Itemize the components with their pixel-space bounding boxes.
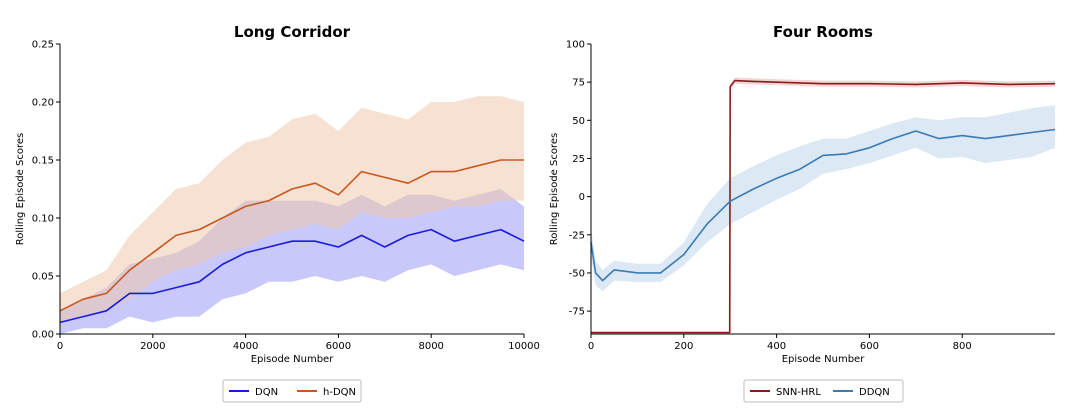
x-tick-label: 2000 [140, 341, 165, 352]
y-tick-label: -75 [569, 307, 585, 318]
x-tick-label: 0 [588, 341, 594, 352]
line-snn-hrl [591, 79, 1056, 334]
legend-label-ddqn: DDQN [859, 387, 890, 398]
x-tick-label: 0 [57, 341, 63, 352]
y-tick-label: 0.00 [32, 330, 54, 341]
y-tick-label: -50 [569, 268, 585, 279]
x-ticks: 0 2000 4000 6000 8000 10000 [57, 334, 540, 352]
legend-label-snn-hrl: SNN-HRL [776, 387, 821, 398]
legend-label-h-dqn: h-DQN [323, 387, 356, 398]
y-tick-label: 0.10 [32, 214, 54, 225]
legend-box [222, 379, 362, 403]
x-tick-label: 10000 [508, 341, 540, 352]
y-axis-label: Rolling Episode Scores [15, 133, 26, 246]
band-snn-hrl [591, 77, 1055, 333]
y-tick-label: 0.25 [32, 40, 54, 51]
x-tick-label: 800 [953, 341, 972, 352]
y-tick-label: 25 [572, 154, 585, 165]
confidence-bands [60, 96, 524, 334]
x-tick-label: 400 [767, 341, 786, 352]
line-h-dqn [59, 159, 524, 312]
series-lines [590, 79, 1056, 334]
y-ticks: 0.00 0.05 0.10 0.15 0.20 0.25 [32, 40, 60, 341]
line-dqn [59, 228, 525, 324]
y-tick-label: 50 [572, 116, 585, 127]
y-tick-label: 0.15 [32, 156, 54, 167]
y-axis-label: Rolling Episode Scores [549, 133, 560, 246]
x-tick-label: 6000 [326, 341, 351, 352]
legend-label-dqn: DQN [255, 387, 278, 398]
y-tick-label: 0.20 [32, 98, 54, 109]
series-lines [59, 159, 525, 324]
x-tick-label: 200 [674, 341, 693, 352]
y-tick-label: 0 [579, 192, 585, 203]
x-tick-label: 8000 [418, 341, 443, 352]
y-tick-label: 100 [566, 40, 585, 51]
legend: DQN h-DQN [222, 379, 362, 403]
x-axis-label: Episode Number [782, 354, 866, 365]
y-ticks: -75 -50 -25 0 25 50 75 100 [566, 40, 591, 318]
line-ddqn [590, 128, 1056, 282]
y-tick-label: -25 [569, 230, 585, 241]
chart-title: Four Rooms [773, 23, 873, 41]
x-tick-label: 600 [860, 341, 879, 352]
legend: SNN-HRL DDQN [743, 379, 904, 403]
x-tick-label: 4000 [233, 341, 258, 352]
legend-box [743, 379, 904, 403]
x-ticks: 0 200 400 600 800 [588, 334, 972, 352]
x-axis-label: Episode Number [251, 354, 335, 365]
band-dqn [60, 189, 524, 334]
band-ddqn [591, 105, 1055, 292]
band-h-dqn [60, 96, 524, 323]
confidence-bands [591, 77, 1055, 333]
chart-four-rooms: Four Rooms 0 200 400 600 800 -75 -50 -25 0 25 50 7… [549, 23, 1056, 403]
y-tick-label: 0.05 [32, 272, 54, 283]
y-tick-label: 75 [572, 78, 585, 89]
chart-title: Long Corridor [234, 23, 351, 41]
chart-long-corridor: Long Corridor 0 2000 4000 6000 8000 10000 0.0… [15, 23, 540, 403]
